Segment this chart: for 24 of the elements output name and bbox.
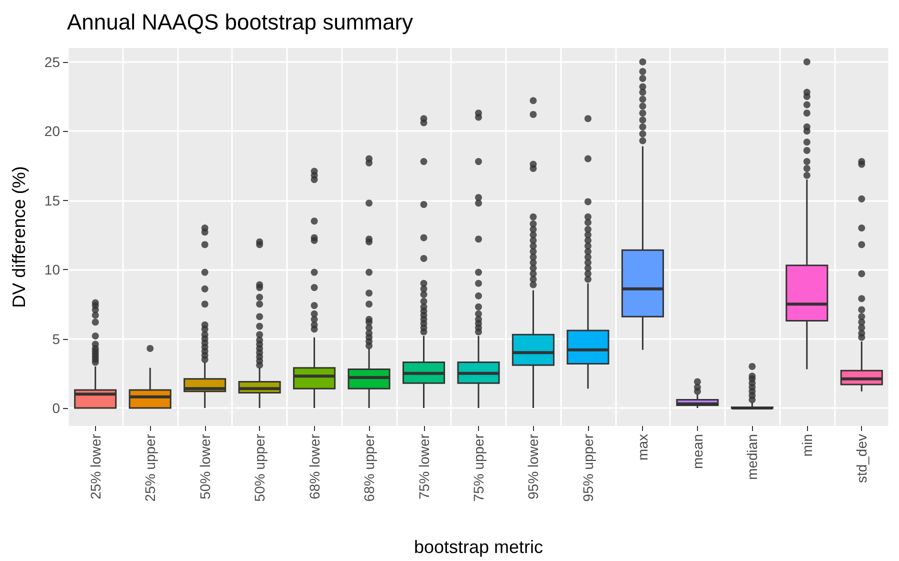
x-tick-label: 75% upper xyxy=(470,434,486,502)
x-tick-label: median xyxy=(744,434,760,480)
x-tick-label: 95% lower xyxy=(525,434,542,500)
y-axis-title: DV difference (%) xyxy=(9,166,29,308)
x-tick-label: max xyxy=(634,434,651,460)
x-tick-label: std_dev xyxy=(854,434,870,484)
y-tick-label: 10 xyxy=(44,262,60,278)
x-tick-label: min xyxy=(798,434,815,457)
y-tick-label: 25 xyxy=(44,54,60,70)
x-tick-label: 68% lower xyxy=(306,434,322,500)
x-tick-label: 50% lower xyxy=(196,434,213,500)
x-tick-label: mean xyxy=(689,434,706,470)
x-tick-label: 25% upper xyxy=(142,434,158,502)
x-tick-label: 50% upper xyxy=(252,434,268,502)
x-tick-label: 75% lower xyxy=(416,434,432,500)
y-tick-label: 0 xyxy=(52,400,60,416)
x-tick-label: 25% lower xyxy=(87,434,104,500)
y-tick-label: 5 xyxy=(52,330,60,347)
y-tick-label: 15 xyxy=(44,192,60,208)
y-tick-label: 20 xyxy=(44,123,60,140)
x-tick-label: 95% upper xyxy=(580,434,596,502)
x-axis-title: bootstrap metric xyxy=(414,537,544,557)
chart-title: Annual NAAQS bootstrap summary xyxy=(67,10,414,34)
x-tick-label: 68% upper xyxy=(361,434,378,502)
